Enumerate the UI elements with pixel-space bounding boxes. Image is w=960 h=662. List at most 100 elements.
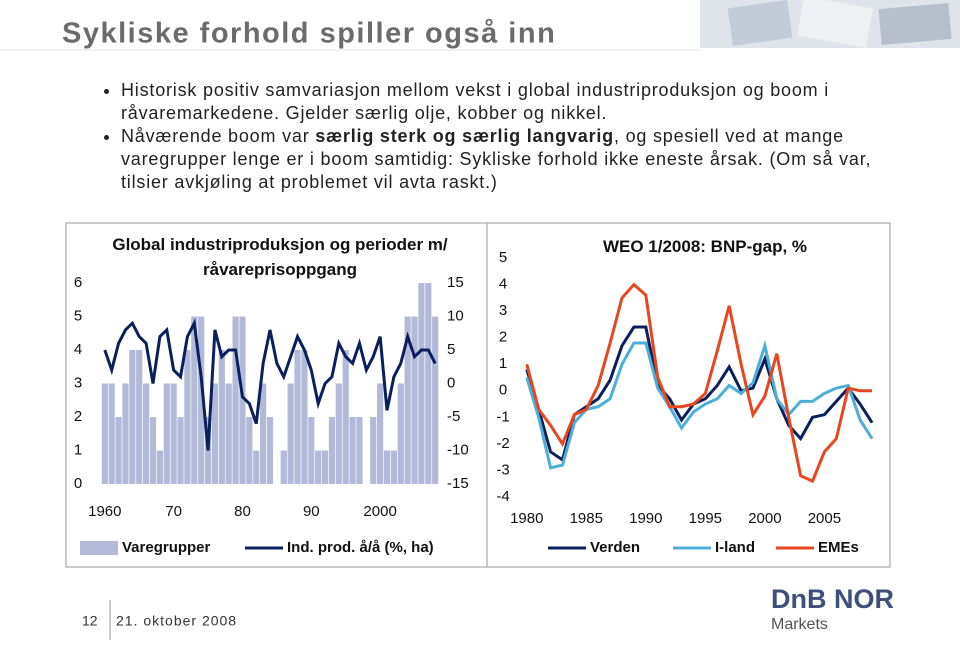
bar <box>184 350 191 484</box>
bar <box>218 350 225 484</box>
legend-label: EMEs <box>818 539 859 556</box>
bullet: Nåværende boom var særlig sterk og særli… <box>121 125 921 194</box>
bar <box>149 417 157 484</box>
bar <box>211 383 219 484</box>
line <box>525 325 874 463</box>
bar <box>246 417 253 484</box>
y-tick-label: 2 <box>499 329 507 346</box>
line <box>103 318 437 451</box>
y-tick-label: 3 <box>499 302 507 319</box>
header-photo <box>700 0 960 48</box>
bullet-bold: særlig sterk og særlig langvarig <box>315 126 614 146</box>
bar <box>397 383 404 484</box>
x-tick-label: 80 <box>234 503 251 520</box>
line <box>525 282 873 484</box>
y-tick-label: 6 <box>74 274 82 291</box>
legend-label: I-land <box>715 539 755 556</box>
date: 21. oktober 2008 <box>116 613 237 629</box>
bar <box>294 350 301 484</box>
y2-tick-label: 15 <box>447 274 464 291</box>
y-tick-label: 2 <box>74 408 82 425</box>
bar <box>101 383 108 484</box>
bar <box>377 383 384 484</box>
bar <box>418 283 425 484</box>
bar <box>411 316 418 484</box>
bar <box>191 316 198 484</box>
bar <box>225 383 232 484</box>
x-tick-label: 1985 <box>570 510 603 527</box>
bar <box>335 383 342 484</box>
page-number: 12 <box>82 613 98 629</box>
bullet-text: Nåværende boom var <box>121 126 316 146</box>
y-tick-label: 0 <box>499 382 507 399</box>
bullet-text: Historisk positiv samvariasjon mellom ve… <box>121 80 830 123</box>
bar <box>156 450 163 484</box>
y-tick-label: 1 <box>74 441 82 458</box>
bullet-list: Historisk positiv samvariasjon mellom ve… <box>96 79 921 194</box>
bar <box>425 283 432 484</box>
y2-tick-label: -10 <box>447 441 469 458</box>
bar <box>177 417 184 484</box>
x-tick-label: 2000 <box>748 510 781 527</box>
logo: DnB NOR <box>771 584 894 614</box>
x-tick-label: 1980 <box>510 510 543 527</box>
bullet: Historisk positiv samvariasjon mellom ve… <box>121 79 921 125</box>
y-tick-label: -3 <box>496 461 509 478</box>
x-tick-label: 90 <box>303 503 320 520</box>
y-tick-label: 4 <box>499 276 507 293</box>
bar <box>280 450 287 484</box>
y-tick-label: 0 <box>74 475 82 492</box>
bar <box>232 316 239 484</box>
chart-title: Global industriproduksjon og perioder m/… <box>112 235 448 279</box>
y2-tick-label: -15 <box>447 475 469 492</box>
logo-sub: Markets <box>771 616 828 633</box>
legend-label: Ind. prod. å/å (%, ha) <box>287 539 434 556</box>
bar <box>349 417 356 484</box>
bar <box>308 417 315 484</box>
bar <box>266 417 274 484</box>
bar <box>356 417 363 484</box>
x-tick-label: 1995 <box>689 510 722 527</box>
bar <box>321 450 329 484</box>
y-tick-label: 5 <box>499 249 507 266</box>
x-tick-label: 2005 <box>808 510 841 527</box>
y-tick-label: -1 <box>496 408 509 425</box>
legend-label: Verden <box>590 539 640 556</box>
y2-tick-label: -5 <box>447 408 460 425</box>
bar <box>328 417 336 484</box>
bar <box>122 383 129 484</box>
bar <box>260 383 267 484</box>
y2-tick-label: 0 <box>447 374 455 391</box>
bar <box>170 383 177 484</box>
bar <box>390 450 397 484</box>
bar <box>315 450 322 484</box>
bar <box>136 350 143 484</box>
x-tick-label: 1990 <box>629 510 662 527</box>
bar <box>143 383 150 484</box>
bar <box>163 383 170 484</box>
chart-title: WEO 1/2008: BNP-gap, % <box>602 237 808 256</box>
bar <box>432 316 439 484</box>
bar <box>115 417 122 484</box>
bar <box>301 350 308 484</box>
x-tick-label: 70 <box>165 503 182 520</box>
bullet-text: , og spesiell ved at mange varegrupper l… <box>121 126 872 192</box>
y-tick-label: -2 <box>496 435 509 452</box>
bar <box>253 450 260 484</box>
bar <box>239 316 246 484</box>
legend-swatch <box>80 541 118 555</box>
x-tick-label: 2000 <box>363 503 396 520</box>
x-tick-label: 1960 <box>88 503 121 520</box>
y-tick-label: 4 <box>74 341 82 358</box>
chart-frame <box>486 222 891 568</box>
y-tick-label: 1 <box>499 355 507 372</box>
bar <box>370 417 377 484</box>
bar <box>287 383 294 484</box>
bar <box>404 316 411 484</box>
bar <box>198 316 205 484</box>
slide-title: Sykliske forhold spiller også inn <box>62 18 556 50</box>
bar <box>342 350 349 484</box>
